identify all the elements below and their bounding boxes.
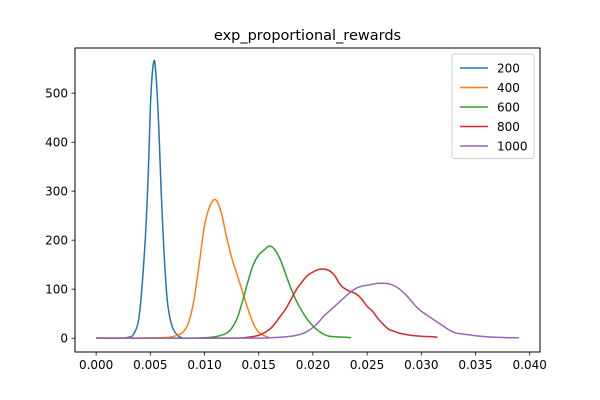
series-lines: [96, 59, 519, 340]
x-tick-label: 0.020: [296, 358, 330, 372]
x-tick-label: 0.030: [404, 358, 438, 372]
chart-title: exp_proportional_rewards: [214, 28, 401, 44]
series-line-200: [96, 59, 184, 340]
legend-label-1000: 1000: [497, 139, 528, 153]
x-tick-label: 0.035: [458, 358, 492, 372]
x-tick-label: 0.025: [350, 358, 384, 372]
legend-label-800: 800: [497, 120, 520, 134]
x-tick-label: 0.015: [242, 358, 276, 372]
y-tick-label: 0: [60, 331, 68, 345]
legend-label-600: 600: [497, 100, 520, 114]
x-tick-label: 0.005: [133, 358, 167, 372]
y-tick-label: 200: [45, 233, 68, 247]
y-tick-label: 500: [45, 86, 68, 100]
series-line-600: [96, 245, 351, 339]
x-tick-label: 0.000: [79, 358, 113, 372]
legend-label-200: 200: [497, 61, 520, 75]
y-tick-label: 100: [45, 282, 68, 296]
plot-frame: [74, 47, 541, 353]
x-tick-label: 0.010: [187, 358, 221, 372]
y-tick-label: 400: [45, 135, 68, 149]
y-axis: 0 100 200 300 400 500: [45, 86, 75, 345]
x-axis: 0.000 0.005 0.010 0.015 0.020 0.025 0.030 0.035…: [79, 352, 547, 372]
series-line-800: [96, 268, 438, 340]
series-line-400: [96, 198, 270, 339]
legend-label-400: 400: [497, 81, 520, 95]
legend: 200 400 600 800 1000: [451, 53, 535, 159]
y-tick-label: 300: [45, 184, 68, 198]
series-line-1000: [96, 282, 519, 339]
legend-box: [451, 53, 535, 159]
x-tick-label: 0.040: [513, 358, 547, 372]
